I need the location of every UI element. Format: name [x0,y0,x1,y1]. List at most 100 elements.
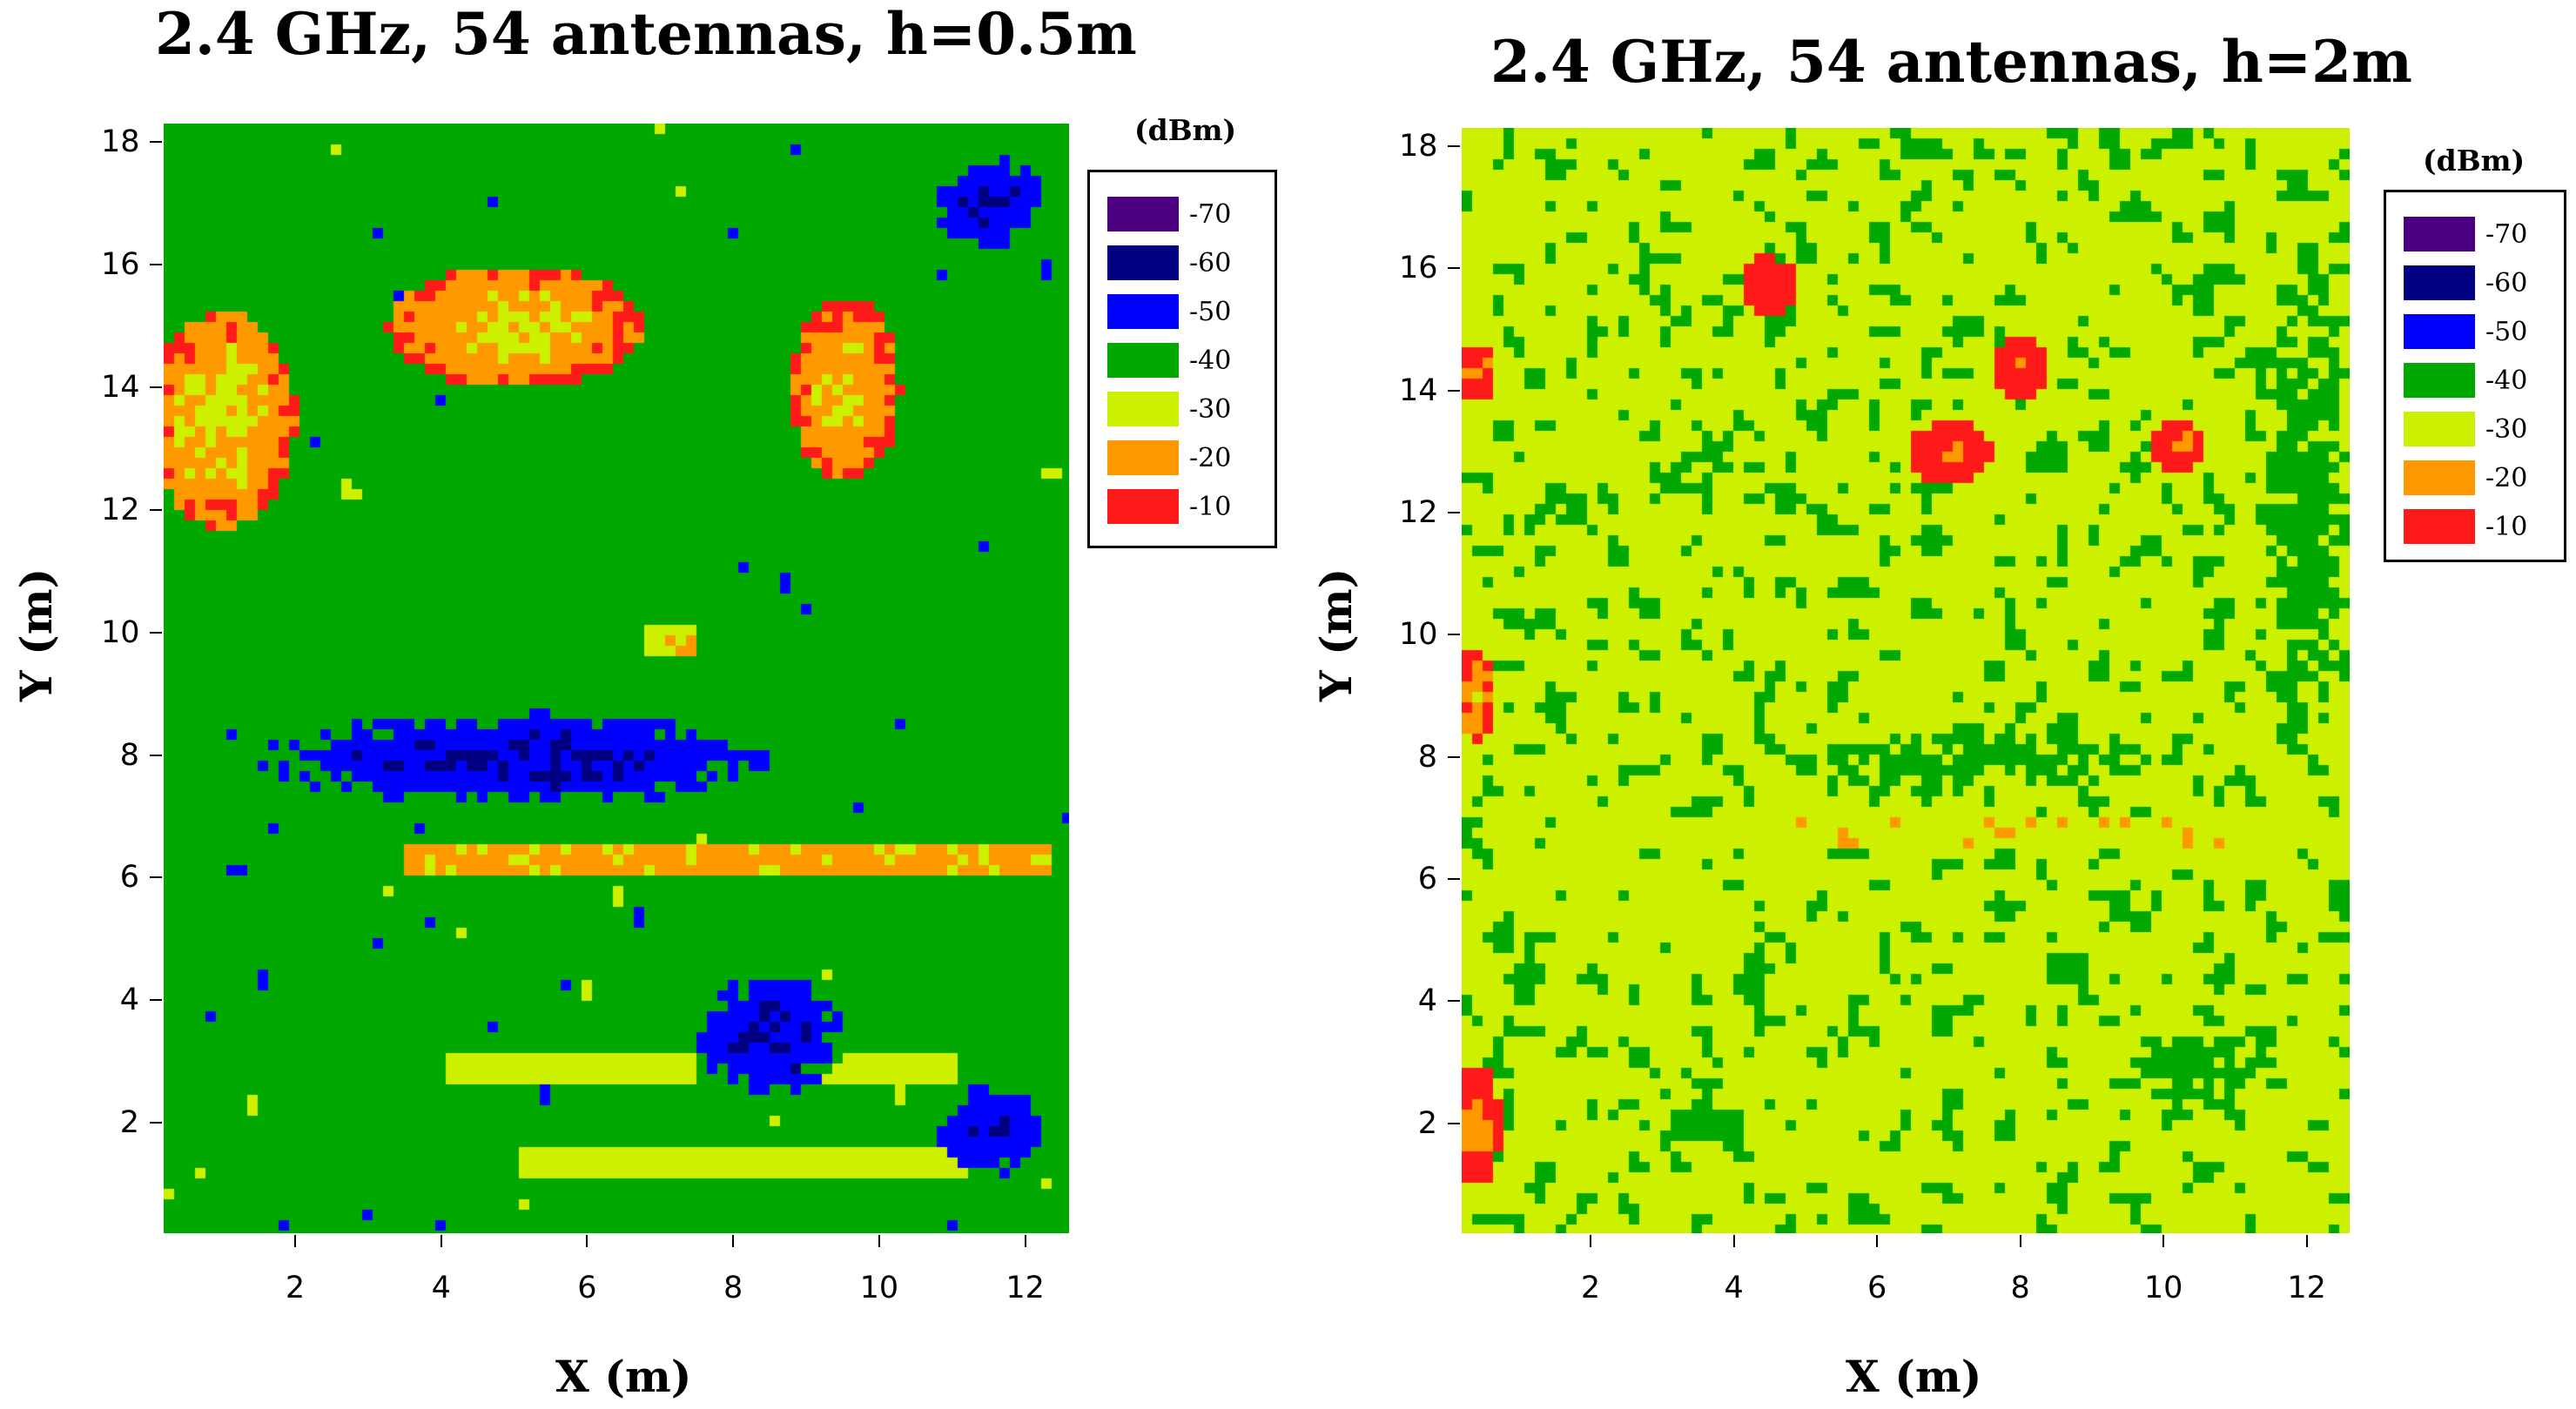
legend-label: -20 [2485,462,2528,493]
legend-swatch [1107,489,1179,524]
left-chart-title: 2.4 GHz, 54 antennas, h=0.5m [155,0,1137,68]
legend-label: -70 [2485,218,2528,250]
x-tick-mark [293,1235,296,1247]
legend-label: -70 [1189,198,1232,230]
x-tick-mark [1024,1235,1026,1247]
x-tick-label: 8 [723,1271,743,1305]
left-legend-unit: (dBm) [1134,113,1237,147]
legend-entry: -70 [2404,217,2527,252]
legend-entry: -40 [2404,363,2527,398]
y-tick-mark [150,1122,162,1124]
y-tick-mark [1448,389,1460,392]
y-tick-mark [150,386,162,388]
legend-entry: -40 [1107,343,1231,378]
y-tick-mark [1448,1122,1460,1124]
y-tick-label: 6 [1417,862,1437,897]
legend-label: -60 [2485,267,2528,299]
y-tick-mark [150,876,162,879]
legend-entry: -60 [2404,265,2527,300]
legend-swatch [2404,265,2475,300]
legend-swatch [2404,217,2475,252]
y-tick-mark [1448,634,1460,636]
y-tick-label: 16 [1399,251,1438,286]
x-tick-label: 4 [431,1271,451,1305]
legend-entry: -30 [2404,412,2527,446]
y-tick-label: 2 [119,1105,139,1141]
y-tick-mark [150,141,162,144]
x-tick-mark [1732,1235,1735,1247]
y-tick-label: 4 [1417,983,1437,1019]
legend-entry: -20 [1107,440,1231,475]
legend-label: -10 [1189,491,1232,522]
x-tick-label: 2 [285,1271,306,1305]
legend-entry: -70 [1107,197,1231,231]
legend-entry: -10 [1107,489,1231,524]
x-tick-mark [1876,1235,1879,1247]
y-tick-label: 16 [101,247,140,283]
x-tick-mark [2162,1235,2165,1247]
legend-swatch [2404,509,2475,544]
legend-swatch [1107,440,1179,475]
right-x-axis-label: X (m) [1846,1351,1982,1402]
legend-swatch [2404,314,2475,349]
y-tick-mark [150,508,162,511]
legend-label: -50 [2485,316,2528,347]
legend-swatch [1107,197,1179,231]
y-tick-label: 2 [1417,1105,1437,1141]
x-tick-label: 12 [1006,1271,1045,1305]
right-chart-title: 2.4 GHz, 54 antennas, h=2m [1490,28,2412,96]
legend-entry: -50 [1107,294,1231,329]
legend-label: -10 [2485,511,2528,542]
legend-label: -40 [1189,345,1232,376]
y-tick-mark [1448,755,1460,758]
x-tick-label: 10 [2143,1271,2183,1305]
y-tick-label: 4 [119,983,139,1018]
legend-swatch [2404,363,2475,398]
y-tick-label: 18 [1399,129,1438,164]
legend-entry: -60 [1107,245,1231,280]
left-y-axis-label: Y (m) [10,567,62,701]
x-tick-label: 10 [859,1271,899,1305]
y-tick-label: 10 [101,614,140,650]
legend-swatch [2404,460,2475,495]
y-tick-mark [150,264,162,266]
y-tick-label: 12 [101,492,140,527]
left-heatmap [164,124,1069,1233]
y-tick-label: 14 [101,369,140,405]
right-y-axis-label: Y (m) [1310,567,1362,701]
legend-swatch [1107,294,1179,329]
right-legend: -70 -60 -50 -40 -30 -20 -10 [2384,190,2566,562]
legend-entry: -50 [2404,314,2527,349]
legend-label: -30 [1189,393,1232,425]
x-tick-mark [732,1235,735,1247]
y-tick-mark [1448,267,1460,270]
y-tick-mark [150,631,162,634]
legend-label: -20 [1189,442,1232,473]
y-tick-label: 12 [1399,495,1438,531]
right-heatmap [1462,128,2350,1233]
y-tick-mark [1448,878,1460,881]
x-tick-mark [2019,1235,2021,1247]
x-tick-mark [878,1235,880,1247]
legend-swatch [1107,392,1179,426]
x-tick-label: 8 [2010,1271,2030,1305]
legend-label: -50 [1189,296,1232,327]
x-tick-mark [586,1235,589,1247]
y-tick-mark [1448,1000,1460,1003]
left-legend: -70 -60 -50 -40 -30 -20 -10 [1087,170,1277,548]
x-tick-label: 4 [1724,1271,1744,1305]
right-legend-unit: (dBm) [2423,144,2526,178]
y-tick-label: 8 [119,737,139,773]
y-tick-label: 8 [1417,739,1437,775]
x-tick-mark [2305,1235,2308,1247]
y-tick-mark [1448,145,1460,148]
x-tick-label: 6 [1866,1271,1887,1305]
x-tick-label: 12 [2287,1271,2326,1305]
legend-entry: -10 [2404,509,2527,544]
y-tick-label: 18 [101,124,140,160]
legend-label: -40 [2485,365,2528,396]
x-tick-mark [1590,1235,1592,1247]
left-x-axis-label: X (m) [555,1351,692,1402]
y-tick-mark [150,754,162,756]
legend-entry: -30 [1107,392,1231,426]
